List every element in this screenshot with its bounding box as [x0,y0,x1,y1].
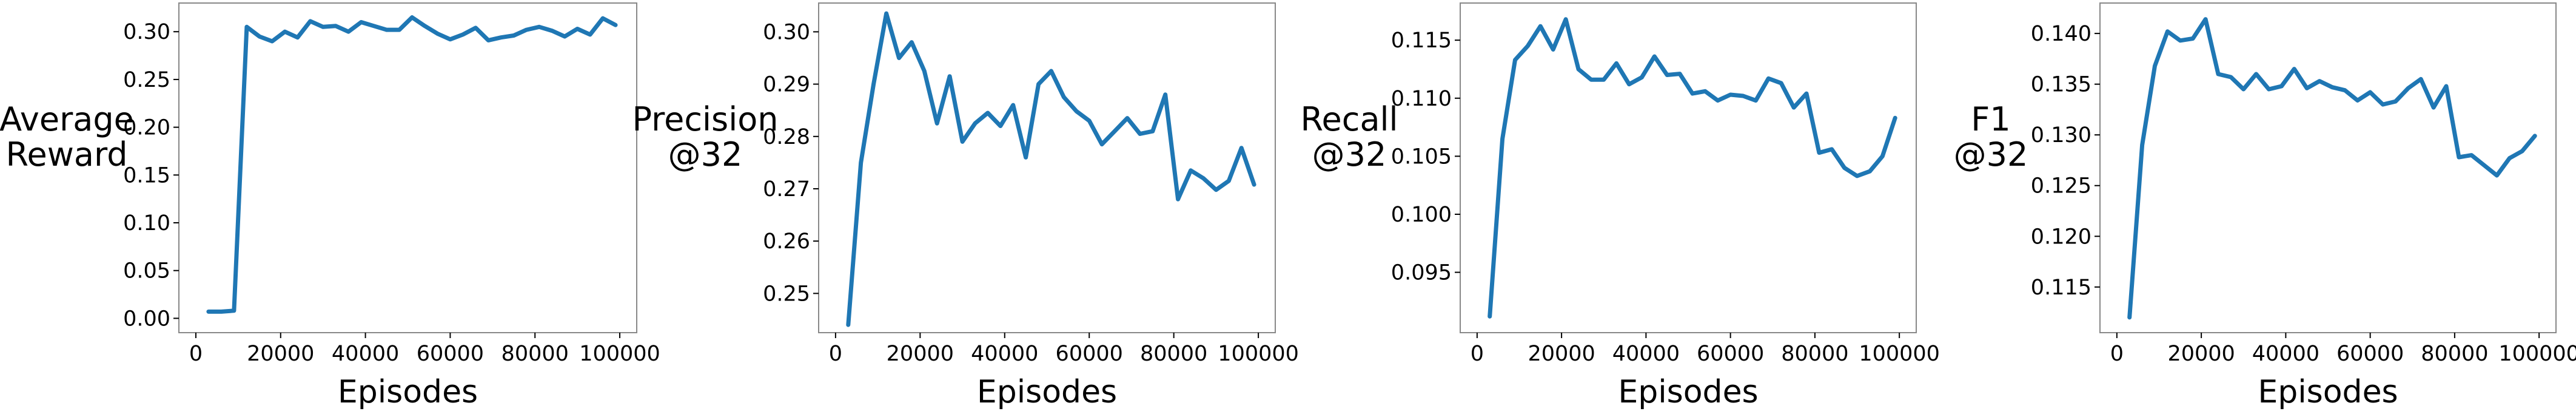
x-axis-title: Episodes [977,374,1117,410]
y-axis-title-line: F1 [1971,100,2010,138]
x-tick-label: 20000 [247,342,314,366]
chart-panel-3: 0 20000 40000 60000 80000 100000 0.095 0.100 0.1… [1300,2,1940,410]
x-tick-label: 60000 [417,342,484,366]
x-tick-label: 20000 [2167,342,2235,366]
y-tick-label: 0.20 [123,116,170,140]
y-tick-label: 0.105 [1391,144,1452,169]
chart-panel-1: 0 20000 40000 60000 80000 100000 0.00 0.05 0.10 0… [0,2,660,410]
y-axis-title-line: Recall [1300,100,1398,138]
y-axis-title: F1 @32 [1954,100,2028,174]
y-tick-label: 0.130 [2031,123,2091,148]
y-tick-label: 0.25 [123,68,170,92]
x-tick-label: 0 [1471,342,1484,366]
x-tick-label: 60000 [2336,342,2404,366]
y-axis-title-line: @32 [1954,135,2028,174]
x-tick-label: 0 [829,342,842,366]
x-tick-label: 40000 [1612,342,1680,366]
chart-panel-2: 0 20000 40000 60000 80000 100000 0.25 0.26 0.27 0… [632,2,1299,410]
y-axis-title: Recall @32 [1300,100,1398,174]
x-tick-label: 60000 [1056,342,1123,366]
y-tick-label: 0.15 [123,163,170,188]
x-tick-label: 20000 [1528,342,1595,366]
y-tick-label: 0.115 [2031,276,2091,300]
series-line [2127,17,2537,320]
y-tick-label: 0.140 [2031,22,2091,46]
y-tick-label: 0.05 [123,259,170,283]
y-tick-label: 0.135 [2031,73,2091,97]
y-tick-label: 0.30 [763,20,810,44]
y-tick-label: 0.110 [1391,87,1452,111]
y-tick-label: 0.25 [763,282,810,306]
x-tick-label: 100000 [579,342,660,366]
y-tick-label: 0.120 [2031,225,2091,249]
x-axis-title: Episodes [2258,374,2398,410]
x-tick-label: 80000 [1140,342,1207,366]
y-tick-label: 0.30 [123,20,170,44]
y-tick-label: 0.115 [1391,29,1452,53]
x-tick-label: 100000 [1859,342,1940,366]
y-tick-label: 0.28 [763,125,810,149]
y-tick-label: 0.10 [123,211,170,236]
x-tick-label: 60000 [1697,342,1764,366]
y-tick-label: 0.29 [763,73,810,97]
x-tick-label: 80000 [501,342,569,366]
y-axis-title-line: Average [0,100,134,138]
x-tick-label: 80000 [2421,342,2488,366]
y-tick-label: 0.100 [1391,203,1452,227]
y-tick-label: 0.00 [123,307,170,331]
series-line [846,11,1256,327]
x-tick-label: 100000 [1218,342,1299,366]
x-tick-label: 0 [2110,342,2124,366]
y-axis-title: Average Reward [0,100,134,174]
series-line [206,15,618,314]
y-tick-label: 0.125 [2031,174,2091,199]
x-tick-label: 0 [189,342,203,366]
x-tick-label: 40000 [2252,342,2319,366]
x-axis-title: Episodes [1618,374,1758,410]
x-tick-label: 40000 [332,342,399,366]
series-line [1488,17,1897,319]
x-tick-label: 40000 [971,342,1038,366]
axes-frame [2099,2,2557,333]
y-axis-title: Precision @32 [632,100,779,174]
y-tick-label: 0.27 [763,177,810,202]
y-axis-title-line: Precision [632,100,779,138]
x-tick-label: 20000 [887,342,954,366]
y-tick-label: 0.26 [763,229,810,254]
x-tick-label: 80000 [1781,342,1848,366]
chart-panel-4: 0 20000 40000 60000 80000 100000 0.115 0.120 0.1… [1954,2,2576,410]
axes-frame [178,2,637,333]
y-axis-title-line: @32 [1312,135,1387,174]
y-axis-title-line: @32 [668,135,743,174]
x-tick-label: 100000 [2498,342,2576,366]
y-tick-label: 0.095 [1391,261,1452,285]
y-axis-title-line: Reward [5,135,127,174]
axes-frame [818,2,1276,333]
x-axis-title: Episodes [338,374,478,410]
axes-frame [1460,2,1917,333]
